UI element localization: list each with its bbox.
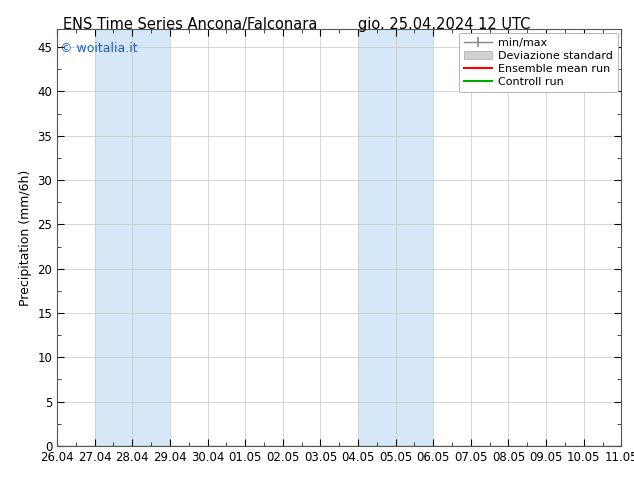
Text: ENS Time Series Ancona/Falconara: ENS Time Series Ancona/Falconara [63,17,318,32]
Bar [621,29,634,446]
Legend: min/max, Deviazione standard, Ensemble mean run, Controll run: min/max, Deviazione standard, Ensemble m… [458,33,618,92]
Text: gio. 25.04.2024 12 UTC: gio. 25.04.2024 12 UTC [358,17,530,32]
Y-axis label: Precipitation (mm/6h): Precipitation (mm/6h) [19,170,32,306]
Bar [94,29,170,446]
Text: © woitalia.it: © woitalia.it [60,42,138,55]
Bar [358,29,433,446]
